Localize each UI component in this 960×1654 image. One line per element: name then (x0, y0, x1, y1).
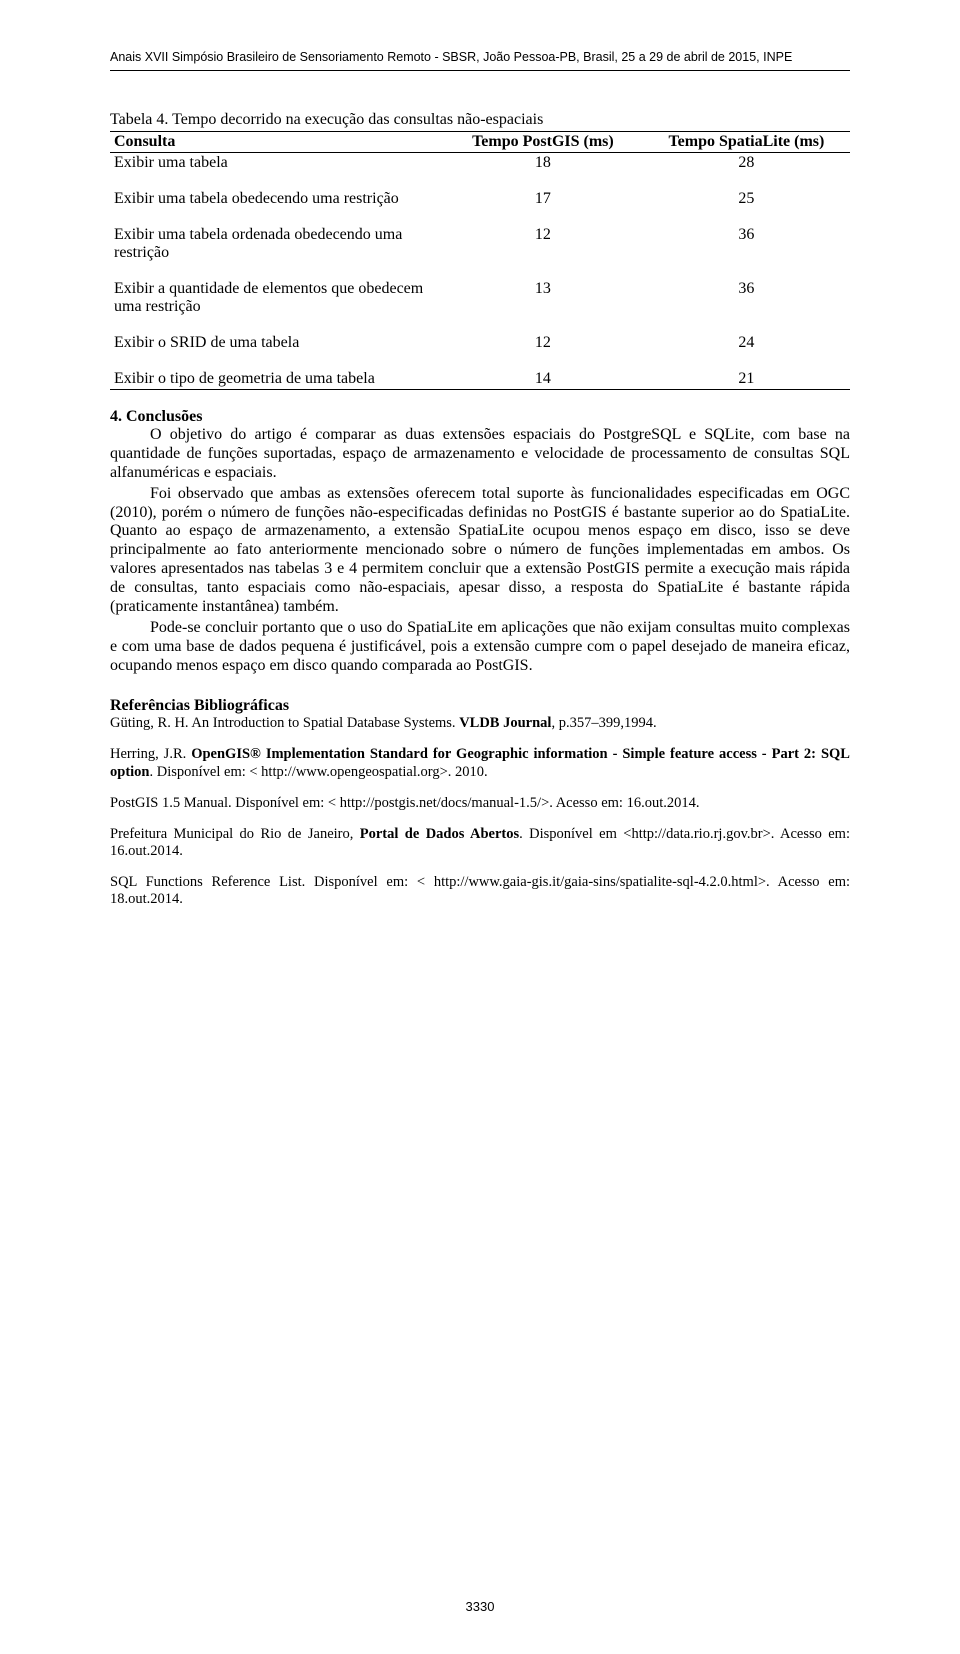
table4-cell-postgis: 14 (443, 369, 643, 390)
reference-entry: Güting, R. H. An Introduction to Spatial… (110, 715, 850, 732)
table-row-spacer (110, 263, 850, 279)
conclusions-para1: O objetivo do artigo é comparar as duas … (110, 426, 850, 483)
table-row: Exibir o tipo de geometria de uma tabela… (110, 369, 850, 390)
table-row: Exibir uma tabela ordenada obedecendo um… (110, 225, 850, 263)
table4-cell-label: Exibir uma tabela ordenada obedecendo um… (110, 225, 443, 263)
table4-cell-label: Exibir o tipo de geometria de uma tabela (110, 369, 443, 390)
table4-cell-spatialite: 36 (643, 225, 850, 263)
conclusions-heading: 4. Conclusões (110, 408, 850, 426)
header-rule (110, 70, 850, 71)
references-list: Güting, R. H. An Introduction to Spatial… (110, 715, 850, 908)
table-row-spacer (110, 317, 850, 333)
table4-cell-label: Exibir a quantidade de elementos que obe… (110, 279, 443, 317)
running-header: Anais XVII Simpósio Brasileiro de Sensor… (110, 50, 850, 64)
table4-cell-postgis: 12 (443, 225, 643, 263)
table4: Consulta Tempo PostGIS (ms) Tempo Spatia… (110, 131, 850, 390)
table-row-spacer (110, 173, 850, 189)
reference-entry: Herring, J.R. OpenGIS® Implementation St… (110, 746, 850, 780)
table4-header-row: Consulta Tempo PostGIS (ms) Tempo Spatia… (110, 132, 850, 153)
conclusions-para2: Foi observado que ambas as extensões ofe… (110, 485, 850, 617)
table4-cell-label: Exibir uma tabela (110, 153, 443, 174)
table-row: Exibir a quantidade de elementos que obe… (110, 279, 850, 317)
table4-cell-postgis: 13 (443, 279, 643, 317)
table-row: Exibir uma tabela1828 (110, 153, 850, 174)
table4-cell-spatialite: 25 (643, 189, 850, 209)
table4-cell-spatialite: 28 (643, 153, 850, 174)
reference-entry: Prefeitura Municipal do Rio de Janeiro, … (110, 826, 850, 860)
table4-cell-label: Exibir uma tabela obedecendo uma restriç… (110, 189, 443, 209)
table-row-spacer (110, 209, 850, 225)
reference-entry: SQL Functions Reference List. Disponível… (110, 874, 850, 908)
page-number: 3330 (0, 1599, 960, 1614)
table4-cell-spatialite: 36 (643, 279, 850, 317)
references-heading: Referências Bibliográficas (110, 697, 850, 715)
table4-cell-spatialite: 24 (643, 333, 850, 353)
table4-caption: Tabela 4. Tempo decorrido na execução da… (110, 111, 850, 129)
conclusions-para3: Pode-se concluir portanto que o uso do S… (110, 619, 850, 676)
table4-col-consulta: Consulta (110, 132, 443, 153)
table4-cell-label: Exibir o SRID de uma tabela (110, 333, 443, 353)
table4-cell-spatialite: 21 (643, 369, 850, 390)
table4-cell-postgis: 18 (443, 153, 643, 174)
table-row-spacer (110, 353, 850, 369)
table4-cell-postgis: 12 (443, 333, 643, 353)
reference-entry: PostGIS 1.5 Manual. Disponível em: < htt… (110, 795, 850, 812)
table-row: Exibir uma tabela obedecendo uma restriç… (110, 189, 850, 209)
table4-col-spatialite: Tempo SpatiaLite (ms) (643, 132, 850, 153)
table4-cell-postgis: 17 (443, 189, 643, 209)
table4-col-postgis: Tempo PostGIS (ms) (443, 132, 643, 153)
table-row: Exibir o SRID de uma tabela1224 (110, 333, 850, 353)
